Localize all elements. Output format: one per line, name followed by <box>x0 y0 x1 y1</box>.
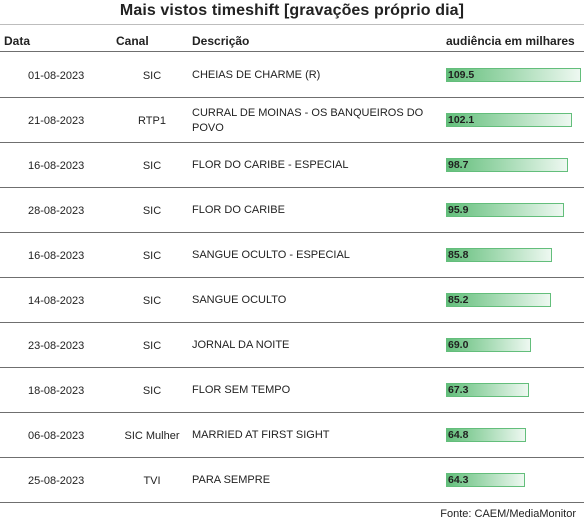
row-date: 06-08-2023 <box>28 429 85 442</box>
audience-bar <box>446 473 525 487</box>
row-date: 14-08-2023 <box>28 294 85 307</box>
row-description: PARA SEMPRE <box>192 474 271 486</box>
row-divider <box>0 277 584 278</box>
audience-value: 102.1 <box>448 114 475 126</box>
audience-bar <box>446 248 552 262</box>
audience-bar <box>446 203 564 217</box>
audience-value: 95.9 <box>448 204 469 216</box>
row-channel: SIC <box>142 294 162 307</box>
header-description: Descrição <box>192 34 250 48</box>
row-description: CURRAL DE MOINAS - OS BANQUEIROS DO POVO <box>192 106 424 134</box>
audience-value: 69.0 <box>448 339 469 351</box>
row-divider <box>0 322 584 323</box>
audience-value: 64.8 <box>448 429 469 441</box>
row-date: 01-08-2023 <box>28 69 85 82</box>
audience-bar <box>446 113 572 127</box>
table-row: 16-08-2023 SIC SANGUE OCULTO - ESPECIAL 85.… <box>0 233 584 278</box>
row-description: FLOR DO CARIBE <box>192 204 285 216</box>
title-divider <box>0 24 584 25</box>
row-description: FLOR DO CARIBE - ESPECIAL <box>192 159 349 171</box>
table-row: 23-08-2023 SIC JORNAL DA NOITE 69.0 <box>0 323 584 368</box>
row-description: MARRIED AT FIRST SIGHT <box>192 429 330 441</box>
audience-value: 109.5 <box>448 69 475 81</box>
row-channel: SIC <box>142 249 162 262</box>
row-channel: SIC Mulher <box>124 429 180 442</box>
row-date: 23-08-2023 <box>28 339 85 352</box>
audience-bar <box>446 293 551 307</box>
row-channel: SIC <box>142 69 162 82</box>
row-divider <box>0 142 584 143</box>
table-row: 25-08-2023 TVI PARA SEMPRE 64.3 <box>0 458 584 503</box>
row-divider <box>0 187 584 188</box>
table-row: 16-08-2023 SIC FLOR DO CARIBE - ESPECIAL 98… <box>0 143 584 188</box>
audience-bar <box>446 428 526 442</box>
row-description: CHEIAS DE CHARME (R) <box>192 69 321 81</box>
audience-value: 85.2 <box>448 294 469 306</box>
table-title: Mais vistos timeshift [gravações próprio… <box>119 2 465 19</box>
row-date: 16-08-2023 <box>28 159 85 172</box>
row-channel: RTP1 <box>138 114 166 127</box>
row-date: 16-08-2023 <box>28 249 85 262</box>
audience-bar <box>446 68 581 82</box>
header-channel: Canal <box>116 34 149 48</box>
row-description: FLOR SEM TEMPO <box>192 384 291 396</box>
audience-bar <box>446 338 531 352</box>
audience-bar <box>446 383 529 397</box>
table-row: 01-08-2023 SIC CHEIAS DE CHARME (R) 109.5 <box>0 53 584 98</box>
row-date: 25-08-2023 <box>28 474 85 487</box>
row-channel: SIC <box>142 339 162 352</box>
row-description: SANGUE OCULTO - ESPECIAL <box>192 249 350 261</box>
table-row: 28-08-2023 SIC FLOR DO CARIBE 95.9 <box>0 188 584 233</box>
table-row: 14-08-2023 SIC SANGUE OCULTO 85.2 <box>0 278 584 323</box>
header-audience: audiência em milhares <box>446 34 575 48</box>
row-divider <box>0 232 584 233</box>
row-channel: TVI <box>143 474 161 487</box>
row-description: SANGUE OCULTO <box>192 294 287 306</box>
table-row: 06-08-2023 SIC Mulher MARRIED AT FIRST SIG… <box>0 413 584 458</box>
row-channel: SIC <box>142 204 162 217</box>
audience-value: 64.3 <box>448 474 469 486</box>
row-description: JORNAL DA NOITE <box>192 339 290 351</box>
header-date: Data <box>4 34 31 48</box>
audience-value: 98.7 <box>448 159 469 171</box>
row-date: 28-08-2023 <box>28 204 85 217</box>
audience-value: 85.8 <box>448 249 469 261</box>
row-channel: SIC <box>142 159 162 172</box>
row-divider <box>0 412 584 413</box>
row-channel: SIC <box>142 384 162 397</box>
row-divider <box>0 457 584 458</box>
row-date: 18-08-2023 <box>28 384 85 397</box>
header-divider <box>0 51 584 52</box>
table-row: 18-08-2023 SIC FLOR SEM TEMPO 67.3 <box>0 368 584 413</box>
audience-value: 67.3 <box>448 384 469 396</box>
row-date: 21-08-2023 <box>28 114 85 127</box>
source-note: Fonte: CAEM/MediaMonitor <box>440 508 576 520</box>
row-divider <box>0 97 584 98</box>
row-divider <box>0 502 584 503</box>
audience-bar <box>446 158 568 172</box>
table-row: 21-08-2023 RTP1 CURRAL DE MOINAS - OS BANQ… <box>0 98 584 143</box>
row-divider <box>0 367 584 368</box>
